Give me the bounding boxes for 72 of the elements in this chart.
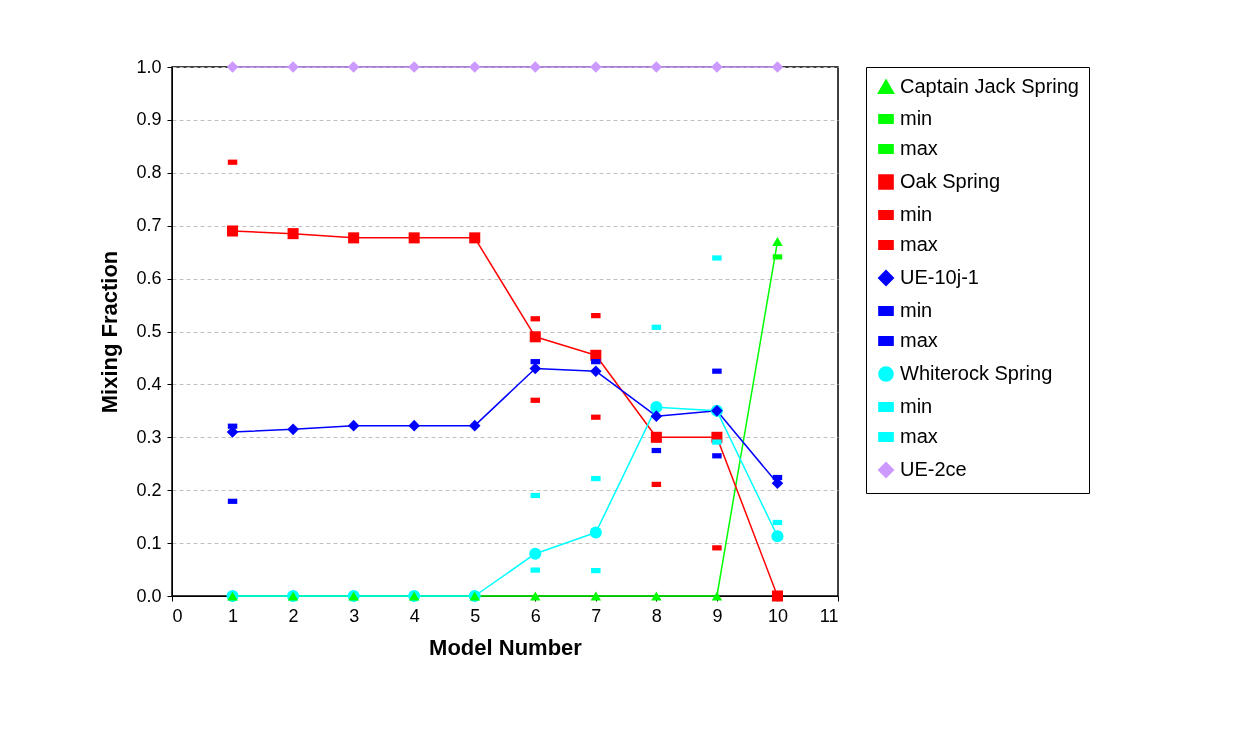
legend-label: max [900,233,938,255]
point [226,61,239,73]
y-tick-label: 0.5 [136,321,162,341]
y-axis-title: Mixing Fraction [97,250,123,414]
point [287,228,299,240]
x-tick-label: 2 [288,605,299,626]
point [408,232,420,244]
y-tick-label: 1.0 [136,56,162,77]
legend-label: min [900,395,933,417]
point [772,237,783,247]
point [771,530,784,543]
point [591,475,601,482]
point [590,591,602,601]
y-tick-label: 0.4 [136,373,162,394]
x-tick-label: 7 [591,605,602,626]
y-tick-label: 0.7 [136,215,162,236]
point [347,61,360,73]
point [529,61,542,73]
point [468,61,481,73]
y-tick-label: 0.9 [136,109,162,130]
legend-label: UE-2ce [900,458,967,480]
point [408,419,420,432]
y-tick-label: 0.1 [136,532,162,553]
x-tick-label: 0 [172,605,183,626]
point [408,61,420,73]
point [529,331,541,343]
legend-label: min [900,203,933,225]
point [589,526,602,539]
point [771,61,784,73]
x-tick-label: 11 [819,605,839,626]
legend-label: max [900,425,938,447]
point [347,419,360,432]
y-tick-label: 0.8 [136,162,162,183]
point [530,591,541,601]
legend-label: Oak Spring [900,170,1001,192]
point [227,225,239,237]
point [650,61,663,73]
point [650,431,662,443]
point [468,419,481,432]
x-axis-title: Model Number [429,634,583,660]
legend-label: Captain Jack Spring [900,75,1079,97]
x-tick-label: 8 [651,605,662,626]
point [771,590,783,602]
legend-label: max [900,329,938,351]
legend-label: UE-10j-1 [900,266,979,288]
legend-label: max [900,137,938,159]
point [711,61,723,73]
x-tick-label: 5 [470,605,481,626]
x-tick-label: 6 [530,605,541,626]
point [348,232,360,244]
legend-label: Whiterock Spring [900,362,1053,384]
y-tick-label: 0.6 [136,268,162,289]
x-tick-label: 10 [767,605,788,626]
y-tick-label: 0.0 [136,585,162,606]
x-tick-label: 3 [349,605,360,626]
point [651,591,662,601]
point [287,423,299,436]
y-tick-label: 0.2 [136,479,162,500]
x-tick-label: 9 [712,605,723,626]
point [650,401,663,414]
x-tick-label: 4 [409,605,420,626]
x-tick-label: 1 [228,605,239,626]
legend-label: min [900,107,933,129]
point [287,61,299,73]
point [711,591,723,601]
point [590,61,602,73]
point [650,410,663,422]
legend-label: min [900,299,933,321]
y-tick-label: 0.3 [136,426,162,447]
point [529,547,542,560]
point [469,232,481,244]
point [590,365,602,377]
